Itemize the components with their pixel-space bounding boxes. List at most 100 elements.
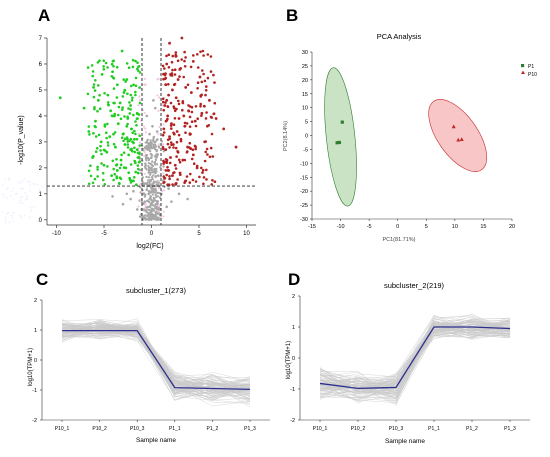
point-ns-cloud (155, 167, 158, 171)
mean-line (62, 329, 251, 391)
bg-speckle (12, 220, 15, 222)
point-ns-cloud (145, 159, 148, 162)
point-down (99, 144, 102, 148)
x-tick-label: P10_1 (313, 426, 328, 432)
bg-speckle (30, 208, 33, 211)
point-down (93, 106, 96, 109)
point-down (105, 131, 108, 135)
point-up (178, 160, 182, 164)
point-down (106, 66, 109, 69)
x-tick-label: -5 (101, 231, 107, 237)
bg-speckle (4, 178, 7, 180)
point-up (173, 68, 177, 71)
point-ns (154, 171, 157, 175)
point-up (174, 167, 178, 170)
point-up (190, 91, 193, 94)
point-ns (150, 166, 153, 170)
point-down (135, 137, 139, 141)
point-up (177, 99, 180, 103)
point-up (209, 115, 213, 119)
point-down (103, 149, 107, 152)
point-down (134, 120, 137, 123)
point-up (189, 65, 193, 69)
point-down (117, 113, 120, 117)
point-haze (161, 104, 164, 107)
point-up (209, 70, 213, 73)
point-ns-cloud (145, 188, 148, 192)
profile-line (319, 325, 511, 398)
y-tick-label: 2 (39, 166, 43, 172)
point-ns-cloud (145, 168, 148, 171)
x-tick-label: P10_3 (389, 426, 404, 432)
point-ns-cloud (148, 149, 152, 153)
point-haze (144, 203, 147, 206)
point-down (92, 95, 96, 99)
point-haze (157, 143, 160, 146)
point-up (179, 137, 183, 141)
point-up (203, 159, 207, 163)
point-ns (153, 197, 156, 201)
point-up (165, 173, 168, 177)
bg-speckle (12, 211, 15, 214)
point-down (132, 113, 135, 117)
point-up (183, 121, 187, 125)
point-ns-cloud (162, 150, 166, 153)
point-up (199, 105, 202, 108)
x-axis-label: Sample name (136, 437, 176, 444)
legend-label-p10: P10 (528, 72, 537, 78)
point-up (161, 133, 165, 137)
point-up (189, 132, 192, 136)
point-up (201, 171, 204, 174)
point-down (127, 66, 131, 69)
point-down (129, 137, 133, 141)
point-down (112, 65, 115, 68)
point-up (165, 98, 169, 102)
point-ns (143, 200, 147, 203)
plot-area: 0 1 2 3 4 5 6 7 -10 -5 0 5 10 (1, 36, 256, 237)
point-up (202, 176, 206, 179)
point-haze (144, 131, 147, 134)
point-up (198, 75, 202, 79)
point-haze (140, 191, 143, 194)
point-up (196, 117, 199, 120)
bg-speckle (29, 206, 32, 209)
point-up (209, 55, 213, 58)
point-ns-cloud (150, 210, 154, 213)
point-ns-cloud (149, 197, 152, 200)
point-up (183, 158, 187, 162)
point-ns (145, 210, 149, 214)
point-up (222, 127, 226, 131)
point-haze (162, 215, 165, 218)
point-down (133, 129, 136, 133)
point-up (172, 146, 175, 149)
point-haze (140, 170, 144, 173)
point-ns (157, 208, 161, 211)
point-up (196, 81, 200, 84)
point-down (101, 171, 105, 175)
y-tick-label: 2 (292, 294, 295, 300)
point-down (125, 124, 129, 128)
point-up (182, 114, 186, 118)
point-ns-cloud (140, 200, 143, 204)
bg-speckle (6, 212, 9, 215)
bg-speckle (41, 191, 43, 194)
point-down (120, 49, 124, 53)
point-ns-cloud (145, 175, 148, 179)
point-haze (157, 109, 160, 112)
y-tick-label: -25 (300, 203, 308, 209)
point-haze (137, 147, 141, 150)
point-down (91, 156, 94, 159)
y-tick-label: 5 (305, 120, 308, 126)
point-ns (149, 195, 152, 198)
point-up (192, 162, 196, 165)
point-up (163, 67, 166, 70)
point-up (171, 54, 175, 58)
x-tick-label: P1_2 (466, 426, 478, 432)
point-down (114, 145, 117, 149)
point-up (195, 166, 199, 170)
point-ns (154, 106, 157, 110)
point-up (174, 96, 178, 100)
point-up (201, 69, 204, 72)
point-up (169, 101, 173, 105)
x-tick-label: 0 (150, 231, 154, 237)
